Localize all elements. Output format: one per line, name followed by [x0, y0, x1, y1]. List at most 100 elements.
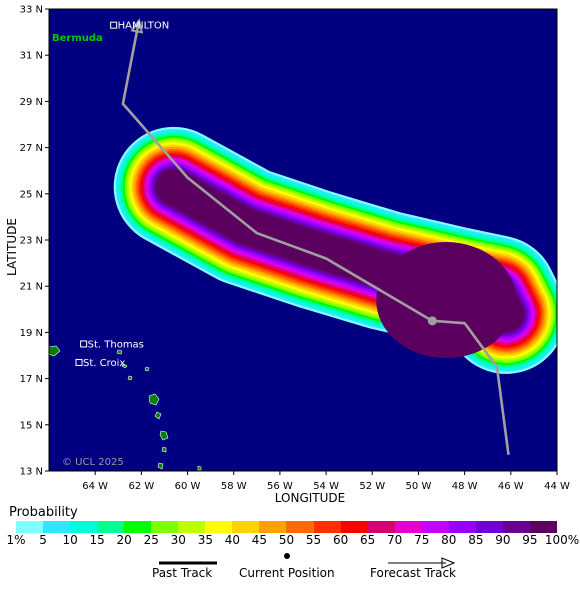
y-tick-label: 29 N — [20, 97, 43, 108]
colorbar-label: 70 — [387, 533, 403, 547]
region-label: Bermuda — [52, 33, 103, 44]
colorbar-swatch — [43, 521, 71, 533]
colorbar-label: 40 — [224, 533, 241, 547]
colorbar-swatch — [286, 521, 314, 533]
colorbar-label: 15 — [89, 533, 105, 547]
colorbar-swatch — [394, 521, 422, 533]
x-tick-label: 44 W — [544, 481, 570, 492]
x-axis-title: LONGITUDE — [274, 491, 346, 505]
probability-map: 64 W 62 W 60 W 58 W 56 W 54 W 52 W 50 W 48 W 46 W… — [20, 5, 570, 493]
island-small — [161, 446, 167, 453]
colorbar-label: 45 — [251, 533, 268, 547]
colorbar-label: 5 — [39, 533, 47, 547]
colorbar-label: 75 — [414, 533, 430, 547]
current-position-marker — [427, 316, 437, 326]
colorbar-label: 55 — [305, 533, 322, 547]
x-tick-label: 64 W — [82, 481, 108, 492]
probability-title: Probability — [9, 505, 78, 520]
x-tick-label: 62 W — [128, 481, 154, 492]
place-markers: HAMILTON St. Thomas St. Croix — [75, 21, 170, 369]
colorbar-label: 90 — [495, 533, 511, 547]
colorbar-swatch — [178, 521, 206, 533]
x-tick-label: 54 W — [313, 481, 339, 492]
colorbar-label: 100% — [544, 533, 580, 547]
probability-swath — [113, 126, 557, 374]
probability-core — [376, 242, 517, 359]
past-track-label: Past Track — [152, 566, 213, 580]
y-axis-title: LATITUDE — [5, 217, 19, 277]
forecast-track-label: Forecast Track — [370, 566, 456, 580]
x-tick-label: 46 W — [498, 481, 524, 492]
y-tick-label: 27 N — [20, 143, 43, 154]
colorbar-swatch — [232, 521, 260, 533]
island-small — [154, 411, 162, 420]
x-tick-label: 50 W — [406, 481, 432, 492]
colorbar-swatch — [367, 521, 395, 533]
puerto-rico-land — [49, 345, 61, 357]
colorbar-label: 95 — [522, 533, 538, 547]
y-tick-label: 15 N — [20, 420, 43, 431]
y-tick-label: 21 N — [20, 282, 43, 293]
colorbar-label: 35 — [197, 533, 213, 547]
colorbar-swatch — [97, 521, 125, 533]
colorbar-label: 50 — [278, 533, 295, 547]
colorbar-swatch — [70, 521, 98, 533]
y-tick-label: 33 N — [20, 5, 43, 16]
colorbar-swatch — [475, 521, 503, 533]
colorbar-swatch — [16, 521, 44, 533]
colorbar-label: 1% — [6, 533, 26, 547]
island-small — [121, 363, 128, 369]
y-tick-label: 19 N — [20, 328, 43, 339]
colorbar-label: 25 — [143, 533, 159, 547]
x-axis: 64 W 62 W 60 W 58 W 56 W 54 W 52 W 50 W 48 W 46 W… — [82, 471, 570, 492]
forecast-track-symbol — [388, 557, 456, 569]
y-tick-label: 17 N — [20, 374, 43, 385]
colorbar-labels: 1% 5 10 15 20 25 30 35 40 45 50 55 60 65 70 75 80 85 90 95 1… — [0, 533, 580, 549]
colorbar-swatch — [313, 521, 341, 533]
colorbar-swatch — [151, 521, 179, 533]
place-marker — [75, 358, 83, 366]
island-small — [157, 462, 164, 470]
colorbar-label: 65 — [360, 533, 376, 547]
colorbar-label: 80 — [441, 533, 457, 547]
colorbar-swatch — [502, 521, 530, 533]
x-tick-label: 48 W — [452, 481, 478, 492]
y-tick-label: 31 N — [20, 51, 43, 62]
colorbar-label: 60 — [332, 533, 349, 547]
colorbar-swatch — [340, 521, 368, 533]
island-small — [197, 465, 202, 471]
island-guadeloupe — [148, 393, 160, 406]
copyright: © UCL 2025 — [62, 457, 124, 468]
x-tick-label: 52 W — [359, 481, 385, 492]
island-martinique — [159, 430, 169, 441]
place-label: St. Thomas — [88, 339, 144, 350]
x-tick-label: 56 W — [267, 481, 293, 492]
colorbar-swatch — [259, 521, 287, 533]
colorbar-label: 30 — [170, 533, 186, 547]
current-position-label: Current Position — [239, 566, 335, 580]
forecast-arrowhead — [130, 18, 144, 34]
colorbar-swatch — [124, 521, 152, 533]
island-small — [116, 349, 123, 355]
y-axis: 33 N 31 N 29 N 27 N 25 N 23 N 21 N 19 N 17 N 15 N… — [20, 5, 49, 478]
y-tick-label: 23 N — [20, 236, 43, 247]
y-tick-label: 13 N — [20, 467, 43, 478]
x-tick-label: 58 W — [221, 481, 247, 492]
island-small — [144, 366, 150, 372]
colorbar-label: 10 — [62, 533, 78, 547]
track-line — [121, 20, 510, 455]
place-marker — [110, 21, 118, 29]
colorbar-label: 85 — [468, 533, 484, 547]
y-tick-label: 25 N — [20, 189, 43, 200]
past-track-symbol — [159, 561, 217, 565]
islands — [49, 345, 202, 471]
colorbar-swatch — [205, 521, 233, 533]
current-position-symbol — [284, 553, 290, 559]
colorbar-swatch — [421, 521, 449, 533]
place-label: HAMILTON — [118, 21, 170, 32]
island-small — [127, 375, 133, 381]
storm-track — [121, 18, 510, 455]
colorbar-label: 20 — [116, 533, 132, 547]
colorbar-swatch — [448, 521, 476, 533]
x-tick-label: 60 W — [175, 481, 201, 492]
